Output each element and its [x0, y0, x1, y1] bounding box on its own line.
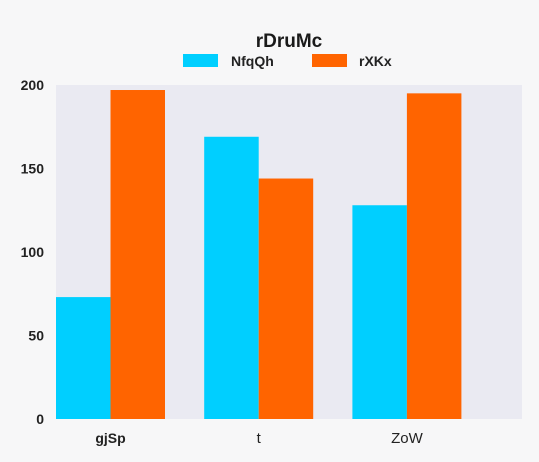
bar-rxkx-zow [406, 93, 462, 419]
legend-swatch-rxkx [312, 54, 347, 67]
bar-nfqqh-t [204, 136, 259, 419]
bar-nfqqh-gjsp [56, 297, 111, 419]
bar-nfqqh-zow [352, 205, 407, 419]
y-tick-label: 150 [21, 161, 45, 177]
x-tick-label: gjSp [95, 430, 125, 446]
legend-label-rxkx: rXKx [359, 53, 392, 69]
y-tick-label: 100 [21, 244, 45, 260]
legend-swatch-nfqqh [183, 54, 218, 67]
legend: NfqQh rXKx [183, 53, 392, 69]
chart-title: rDruMc [256, 31, 323, 52]
x-axis-ticks: gjSp t ZoW [95, 430, 423, 447]
y-tick-label: 50 [28, 328, 44, 344]
y-tick-label: 0 [36, 411, 44, 427]
legend-label-nfqqh: NfqQh [231, 53, 274, 69]
y-axis-ticks: 0 50 100 150 200 [21, 77, 45, 427]
bar-rxkx-gjsp [110, 90, 165, 419]
x-tick-label: ZoW [391, 430, 424, 447]
x-tick-label: t [257, 430, 262, 447]
y-tick-label: 200 [21, 77, 45, 93]
bar-rxkx-t [258, 178, 314, 419]
bars [56, 90, 462, 419]
